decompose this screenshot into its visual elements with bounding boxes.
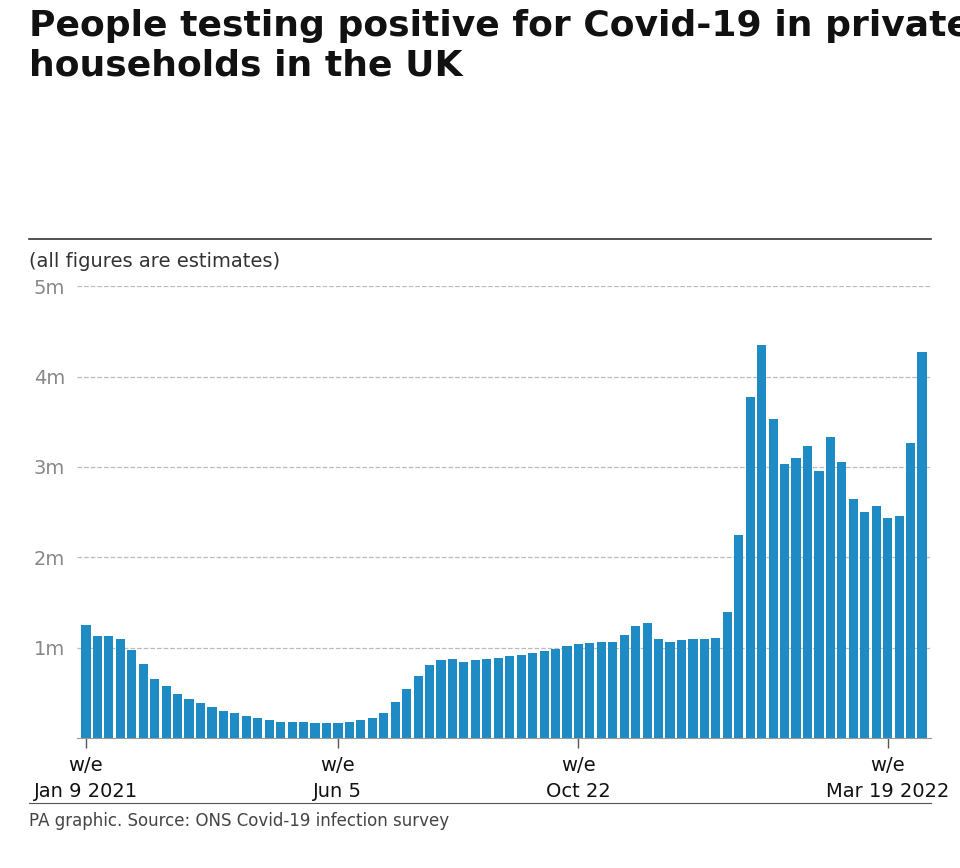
Bar — [265, 720, 274, 738]
Bar — [379, 713, 389, 738]
Bar — [906, 443, 915, 738]
Bar — [563, 646, 571, 738]
Bar — [734, 535, 743, 738]
Bar — [356, 720, 366, 738]
Bar — [516, 654, 526, 738]
Bar — [872, 506, 881, 738]
Bar — [184, 699, 194, 738]
Bar — [230, 713, 239, 738]
Bar — [528, 653, 538, 738]
Bar — [700, 639, 709, 738]
Bar — [196, 703, 205, 738]
Bar — [310, 723, 320, 738]
Bar — [619, 635, 629, 738]
Bar — [173, 694, 182, 738]
Bar — [425, 665, 434, 738]
Text: PA graphic. Source: ONS Covid-19 infection survey: PA graphic. Source: ONS Covid-19 infecti… — [29, 812, 449, 830]
Bar — [677, 641, 686, 738]
Bar — [459, 662, 468, 738]
Bar — [333, 723, 343, 738]
Bar — [814, 471, 824, 738]
Bar — [402, 689, 411, 738]
Bar — [253, 718, 262, 738]
Bar — [551, 649, 560, 738]
Bar — [127, 650, 136, 738]
Bar — [368, 719, 377, 738]
Bar — [93, 635, 102, 738]
Bar — [345, 722, 354, 738]
Bar — [161, 687, 171, 738]
Bar — [711, 638, 720, 738]
Bar — [299, 722, 308, 738]
Bar — [276, 721, 285, 738]
Bar — [448, 660, 457, 738]
Bar — [665, 642, 675, 738]
Text: People testing positive for Covid-19 in private
households in the UK: People testing positive for Covid-19 in … — [29, 9, 960, 82]
Bar — [414, 676, 422, 738]
Bar — [803, 446, 812, 738]
Bar — [493, 658, 503, 738]
Bar — [391, 701, 399, 738]
Bar — [631, 626, 640, 738]
Bar — [138, 664, 148, 738]
Bar — [470, 661, 480, 738]
Bar — [586, 643, 594, 738]
Bar — [883, 518, 892, 738]
Bar — [574, 644, 583, 738]
Bar — [826, 437, 835, 738]
Bar — [437, 661, 445, 738]
Bar — [746, 398, 755, 738]
Bar — [82, 625, 90, 738]
Bar — [288, 722, 297, 738]
Bar — [757, 345, 766, 738]
Bar — [242, 716, 251, 738]
Bar — [540, 651, 549, 738]
Bar — [769, 419, 778, 738]
Bar — [791, 458, 801, 738]
Bar — [837, 463, 847, 738]
Bar — [849, 498, 858, 738]
Bar — [150, 679, 159, 738]
Bar — [505, 655, 515, 738]
Bar — [688, 640, 698, 738]
Text: (all figures are estimates): (all figures are estimates) — [29, 252, 280, 271]
Bar — [723, 612, 732, 738]
Bar — [609, 642, 617, 738]
Bar — [654, 639, 663, 738]
Bar — [860, 512, 870, 738]
Bar — [780, 464, 789, 738]
Bar — [207, 707, 217, 738]
Bar — [105, 635, 113, 738]
Bar — [918, 352, 926, 738]
Bar — [116, 639, 125, 738]
Bar — [642, 623, 652, 738]
Bar — [597, 642, 606, 738]
Bar — [895, 516, 903, 738]
Bar — [219, 711, 228, 738]
Bar — [482, 660, 492, 738]
Bar — [322, 723, 331, 738]
